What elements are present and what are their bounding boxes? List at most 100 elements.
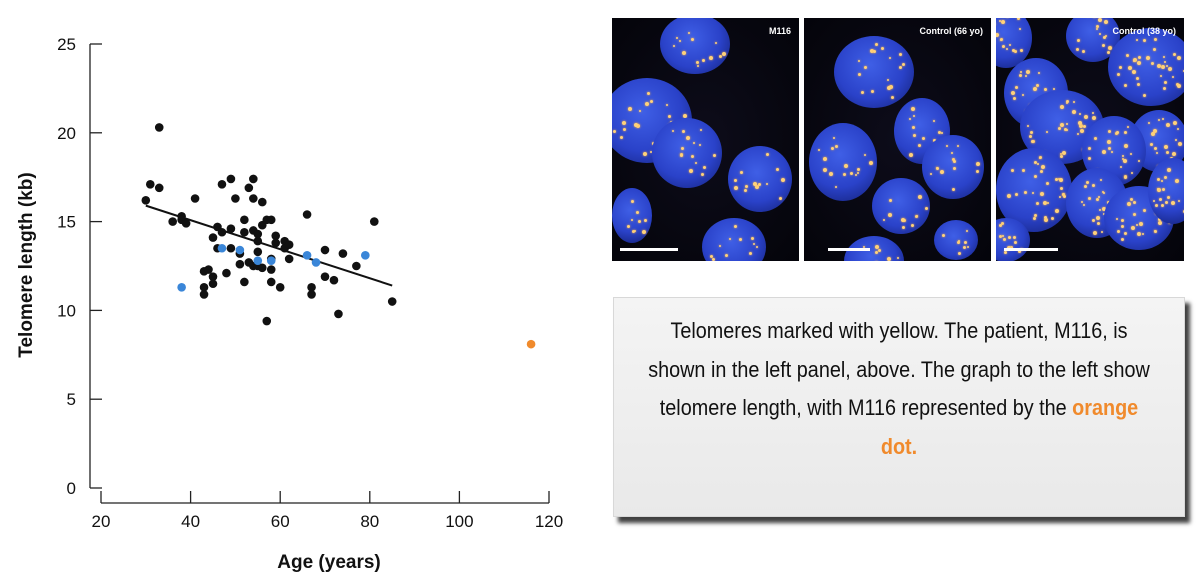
telomere-spot (1146, 55, 1151, 60)
telomere-spot (1157, 178, 1161, 182)
data-point (231, 194, 240, 203)
telomere-spot (883, 219, 886, 222)
telomere-spot (1153, 128, 1158, 133)
data-point (154, 183, 164, 193)
data-point (311, 258, 321, 267)
telomere-spot (1166, 195, 1170, 199)
x-tick-label: 20 (92, 512, 111, 531)
telomere-spot (1043, 87, 1047, 91)
telomere-spot (1176, 83, 1181, 88)
telomere-spot (630, 218, 633, 221)
telomere-spot (1082, 204, 1085, 207)
telomere-spot (1006, 48, 1009, 51)
x-tick-label: 120 (535, 512, 563, 531)
telomere-spot (829, 171, 834, 176)
cell-nucleus (872, 178, 930, 234)
telomere-spot (1083, 185, 1087, 189)
telomere-spot (929, 173, 932, 176)
telomere-spot (690, 155, 694, 159)
telomere-spot (1086, 181, 1090, 185)
data-point (302, 210, 312, 219)
telomere-spot (1152, 47, 1156, 51)
telomere-spot (679, 153, 683, 157)
telomere-spot (831, 147, 835, 151)
telomere-spot (636, 211, 640, 215)
telomere-spot (857, 172, 860, 175)
data-point (235, 245, 245, 255)
telomere-spot (1088, 156, 1092, 160)
telomere-spot (1127, 202, 1132, 207)
caption-body: Telomeres marked with yellow. The patien… (648, 318, 1150, 420)
telomere-spot (1076, 38, 1080, 42)
telomere-spot (1136, 224, 1139, 227)
chart-axes: 0 5 10 15 20 25 20 40 60 80 100 120 (57, 35, 563, 531)
telomere-spot (749, 251, 753, 255)
telomere-spot (613, 129, 617, 133)
telomere-spot (910, 107, 915, 112)
telomere-spot (620, 135, 624, 139)
telomere-spot (672, 129, 675, 132)
telomere-spot (1072, 101, 1075, 104)
telomere-spot (1162, 87, 1166, 91)
telomere-spot (1108, 146, 1112, 150)
telomere-spot (1019, 70, 1022, 73)
data-point (240, 277, 249, 287)
telomere-spot (834, 144, 838, 148)
telomere-spot (776, 167, 780, 171)
telomere-spot (1151, 61, 1155, 65)
telomere-spot (869, 161, 874, 165)
telomere-spot (925, 206, 929, 210)
telomere-spot (975, 169, 979, 173)
telomere-spot (1065, 102, 1068, 105)
telomere-spot (1123, 176, 1127, 180)
telomere-spot (1143, 93, 1147, 97)
telomere-spot (1081, 50, 1085, 54)
telomere-spot (1099, 209, 1102, 212)
telomere-spot (673, 45, 676, 48)
telomere-spot (901, 217, 906, 222)
data-point (257, 263, 267, 273)
telomere-spot (1094, 137, 1098, 141)
data-point (208, 279, 218, 289)
telomere-spot (897, 257, 900, 260)
data-point (154, 123, 164, 132)
telomere-spot (1062, 194, 1066, 198)
telomere-spot (642, 151, 647, 156)
telomere-spot (843, 173, 847, 177)
telomere-spot (952, 167, 956, 171)
telomere-spot (641, 229, 646, 234)
telomere-spot (627, 106, 632, 111)
telomere-spot (1163, 145, 1168, 150)
telomere-spot (623, 127, 627, 131)
telomere-spot (1123, 159, 1128, 164)
telomere-spot (1033, 161, 1037, 165)
data-point (369, 217, 379, 226)
y-tick-label: 0 (67, 479, 76, 498)
telomere-spot (709, 55, 714, 60)
telomere-spot (1182, 69, 1184, 72)
telomere-spot (636, 124, 641, 129)
cell-nucleus (612, 188, 652, 243)
data-point (208, 233, 218, 242)
data-point (141, 195, 151, 205)
data-point (253, 247, 263, 257)
telomere-spot (712, 154, 716, 158)
telomere-spot (888, 213, 893, 218)
telomere-spot (1059, 177, 1064, 182)
caption-text: Telomeres marked with yellow. The patien… (643, 312, 1156, 466)
telomere-spot (1043, 201, 1048, 206)
data-point (266, 265, 276, 274)
data-point (253, 236, 263, 246)
telomere-spot (856, 167, 860, 171)
telomere-spot (875, 244, 880, 249)
trend-line (145, 204, 393, 287)
telomere-spot (1142, 208, 1146, 212)
telomere-spot (958, 239, 961, 242)
data-point (240, 227, 249, 237)
data-point (320, 245, 330, 255)
telomere-spot (1054, 208, 1059, 213)
x-tick-label: 60 (271, 512, 290, 531)
telomere-spot (887, 257, 892, 261)
data-point (302, 251, 312, 260)
telomere-spot (887, 86, 891, 91)
